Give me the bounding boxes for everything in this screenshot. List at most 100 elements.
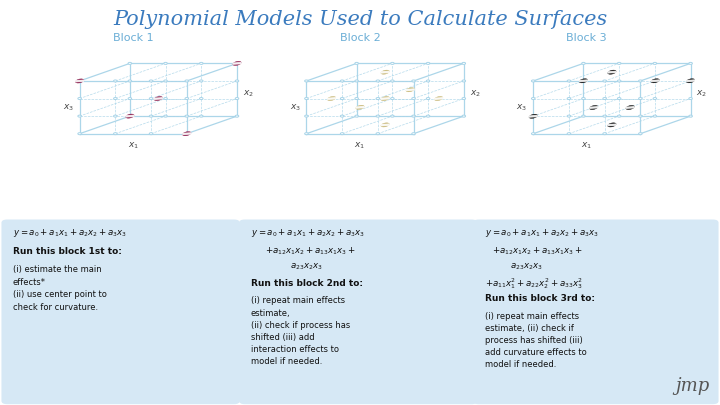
Text: $x_2$: $x_2$ bbox=[243, 89, 253, 99]
Ellipse shape bbox=[381, 123, 390, 127]
Circle shape bbox=[653, 98, 657, 100]
Circle shape bbox=[114, 98, 117, 100]
Text: (i) repeat main effects
estimate, (ii) check if
process has shifted (iii)
add cu: (i) repeat main effects estimate, (ii) c… bbox=[485, 312, 586, 369]
Text: jmp: jmp bbox=[675, 377, 709, 395]
Circle shape bbox=[426, 80, 430, 82]
Circle shape bbox=[78, 80, 81, 82]
Circle shape bbox=[78, 133, 81, 135]
Circle shape bbox=[412, 133, 415, 135]
Circle shape bbox=[185, 98, 189, 100]
Ellipse shape bbox=[356, 105, 364, 109]
Circle shape bbox=[199, 80, 203, 82]
Circle shape bbox=[603, 133, 606, 135]
Circle shape bbox=[128, 62, 132, 64]
Circle shape bbox=[163, 98, 167, 100]
Circle shape bbox=[114, 80, 117, 82]
Circle shape bbox=[185, 133, 189, 135]
Circle shape bbox=[355, 80, 359, 82]
Circle shape bbox=[305, 133, 308, 135]
Circle shape bbox=[462, 80, 466, 82]
Circle shape bbox=[582, 62, 585, 64]
Circle shape bbox=[305, 98, 308, 100]
Ellipse shape bbox=[686, 79, 695, 83]
Circle shape bbox=[235, 115, 239, 117]
Circle shape bbox=[376, 80, 379, 82]
Circle shape bbox=[531, 133, 535, 135]
Circle shape bbox=[390, 98, 394, 100]
Circle shape bbox=[582, 115, 585, 117]
FancyBboxPatch shape bbox=[1, 220, 240, 404]
Circle shape bbox=[531, 115, 535, 117]
Circle shape bbox=[78, 98, 81, 100]
Circle shape bbox=[412, 115, 415, 117]
Text: Run this block 2nd to:: Run this block 2nd to: bbox=[251, 279, 363, 288]
Ellipse shape bbox=[651, 79, 660, 83]
Ellipse shape bbox=[381, 96, 390, 100]
Ellipse shape bbox=[590, 105, 598, 110]
Circle shape bbox=[376, 98, 379, 100]
Circle shape bbox=[390, 62, 394, 64]
Text: $+ a_{11}x_1^2 + a_{22}x_2^2 + a_{33}x_3^2$: $+ a_{11}x_1^2 + a_{22}x_2^2 + a_{33}x_3… bbox=[485, 276, 582, 291]
FancyBboxPatch shape bbox=[239, 220, 477, 404]
Text: Block 1: Block 1 bbox=[113, 34, 153, 43]
Text: Run this block 1st to:: Run this block 1st to: bbox=[13, 247, 122, 256]
Circle shape bbox=[567, 80, 571, 82]
Circle shape bbox=[341, 98, 344, 100]
Circle shape bbox=[185, 115, 189, 117]
Circle shape bbox=[341, 115, 344, 117]
Circle shape bbox=[617, 115, 621, 117]
FancyBboxPatch shape bbox=[473, 220, 719, 404]
Circle shape bbox=[149, 80, 153, 82]
Text: $x_3$: $x_3$ bbox=[516, 102, 528, 113]
Text: Run this block 3rd to:: Run this block 3rd to: bbox=[485, 294, 595, 303]
Circle shape bbox=[567, 98, 571, 100]
Ellipse shape bbox=[579, 79, 588, 83]
Circle shape bbox=[462, 62, 466, 64]
Circle shape bbox=[163, 80, 167, 82]
Circle shape bbox=[114, 115, 117, 117]
Circle shape bbox=[199, 98, 203, 100]
Text: $x_2$: $x_2$ bbox=[469, 89, 480, 99]
Text: $y = a_0 + a_1x_1 + a_2x_2 + a_3x_3$: $y = a_0 + a_1x_1 + a_2x_2 + a_3x_3$ bbox=[485, 227, 598, 239]
Circle shape bbox=[355, 98, 359, 100]
Circle shape bbox=[426, 98, 430, 100]
Circle shape bbox=[689, 98, 693, 100]
Circle shape bbox=[199, 62, 203, 64]
Circle shape bbox=[376, 133, 379, 135]
Text: $x_1$: $x_1$ bbox=[354, 141, 366, 151]
Circle shape bbox=[235, 62, 239, 64]
Ellipse shape bbox=[328, 96, 336, 100]
Circle shape bbox=[639, 98, 642, 100]
Circle shape bbox=[617, 62, 621, 64]
Circle shape bbox=[617, 98, 621, 100]
Circle shape bbox=[462, 98, 466, 100]
Circle shape bbox=[78, 115, 81, 117]
Circle shape bbox=[567, 133, 571, 135]
Circle shape bbox=[582, 80, 585, 82]
Circle shape bbox=[426, 62, 430, 64]
Ellipse shape bbox=[76, 79, 84, 83]
Ellipse shape bbox=[381, 70, 390, 74]
Circle shape bbox=[376, 115, 379, 117]
Circle shape bbox=[653, 62, 657, 64]
Circle shape bbox=[305, 115, 308, 117]
Circle shape bbox=[689, 115, 693, 117]
Circle shape bbox=[426, 115, 430, 117]
Text: $y = a_0 + a_1x_1 + a_2x_2 + a_3x_3$: $y = a_0 + a_1x_1 + a_2x_2 + a_3x_3$ bbox=[251, 227, 364, 239]
Circle shape bbox=[128, 98, 132, 100]
Circle shape bbox=[390, 80, 394, 82]
Circle shape bbox=[653, 80, 657, 82]
Circle shape bbox=[185, 80, 189, 82]
Circle shape bbox=[412, 98, 415, 100]
Circle shape bbox=[149, 133, 153, 135]
Circle shape bbox=[199, 115, 203, 117]
Circle shape bbox=[531, 80, 535, 82]
Circle shape bbox=[603, 80, 606, 82]
Circle shape bbox=[235, 80, 239, 82]
Circle shape bbox=[653, 115, 657, 117]
Text: (i) estimate the main
effects*
(ii) use center point to
check for curvature.: (i) estimate the main effects* (ii) use … bbox=[13, 265, 107, 312]
Circle shape bbox=[639, 115, 642, 117]
Circle shape bbox=[462, 115, 466, 117]
Circle shape bbox=[163, 115, 167, 117]
Text: $x_1$: $x_1$ bbox=[581, 141, 593, 151]
